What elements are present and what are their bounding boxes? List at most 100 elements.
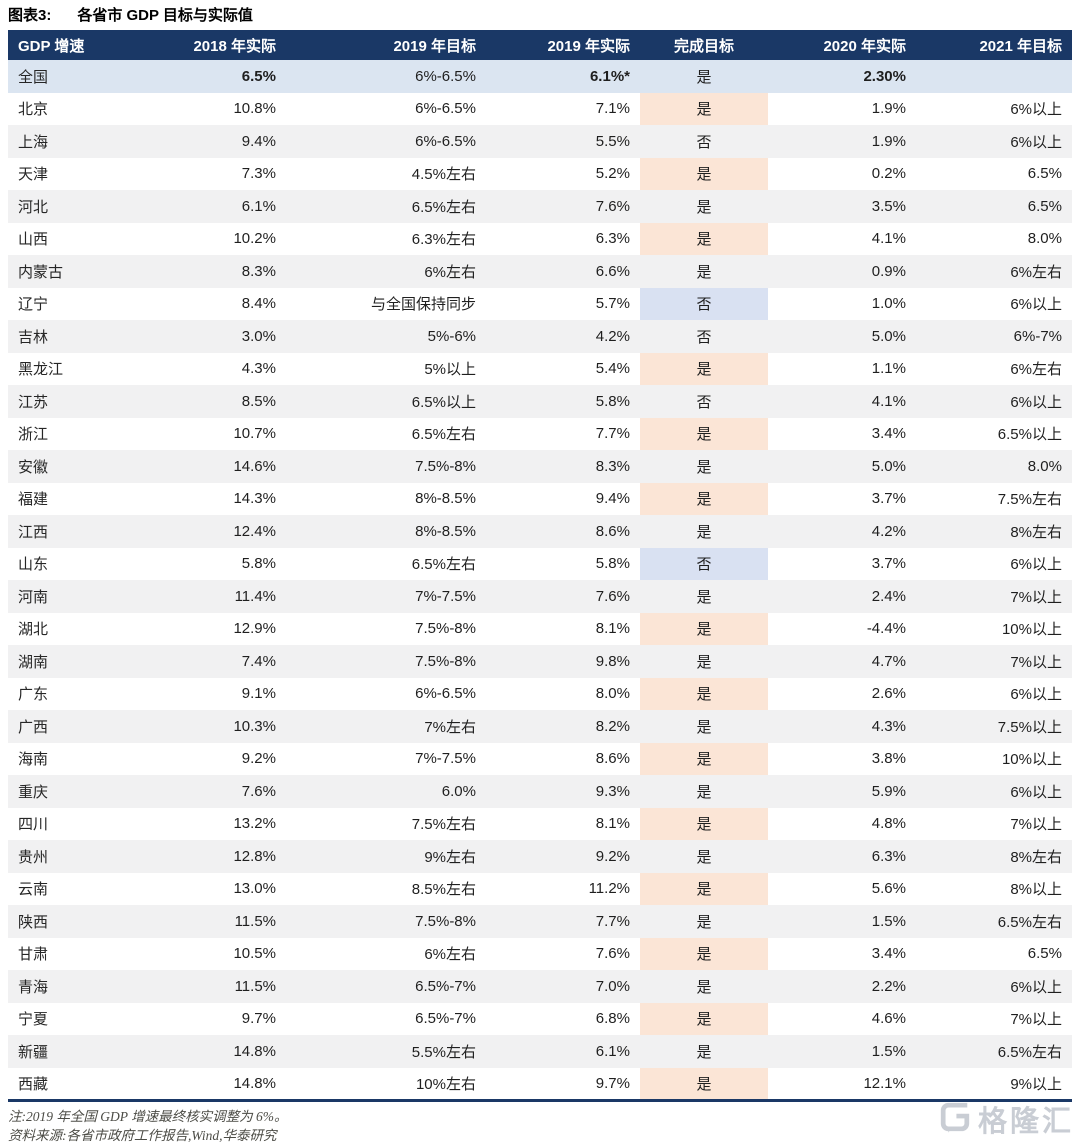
cell-name: 山东	[18, 556, 49, 574]
cell-v2019: 5.2%	[595, 165, 630, 183]
cell-v2019: 7.1%	[595, 100, 630, 118]
cell-v2019: 6.3%	[595, 230, 630, 248]
cell-v2020: 3.8%	[871, 750, 906, 768]
cell-v2020: 2.4%	[768, 580, 916, 613]
cell-t2021: 6%左右	[916, 255, 1072, 288]
cell-v2018: 13.0%	[233, 880, 276, 898]
cell-t2019: 6.0%	[286, 775, 486, 808]
table-row: 山西 10.2% 6.3%左右 6.3% 是 4.1% 8.0%	[8, 222, 1072, 255]
cell-t2021: 6%左右	[1010, 361, 1062, 379]
cell-t2019: 7.5%-8%	[286, 645, 486, 678]
cell-v2018: 8.4%	[241, 295, 276, 313]
cell-met: 是	[640, 352, 768, 385]
table-row: 安徽 14.6% 7.5%-8% 8.3% 是 5.0% 8.0%	[8, 450, 1072, 483]
cell-v2018: 9.7%	[241, 1010, 276, 1028]
cell-v2018: 10.3%	[138, 710, 286, 743]
cell-t2019: 6%-6.5%	[415, 685, 476, 703]
cell-met: 是	[640, 222, 768, 255]
table-body: 全国 6.5% 6%-6.5% 6.1%* 是 2.30% 北京 10.8% 6%-6.5% 7.…	[8, 60, 1072, 1100]
cell-met: 是	[640, 580, 768, 613]
cell-name: 湖南	[8, 645, 138, 678]
cell-name: 陕西	[8, 905, 138, 938]
table-row: 江西 12.4% 8%-8.5% 8.6% 是 4.2% 8%左右	[8, 515, 1072, 548]
table-row: 广西 10.3% 7%左右 8.2% 是 4.3% 7.5%以上	[8, 710, 1072, 743]
cell-met: 是	[640, 157, 768, 190]
cell-name: 北京	[18, 101, 49, 119]
cell-v2019: 9.4%	[595, 490, 630, 508]
cell-name: 福建	[18, 491, 49, 509]
cell-met: 是	[640, 742, 768, 775]
footnote-note: 注:2019 年全国 GDP 增速最终核实调整为 6%。	[8, 1108, 288, 1124]
cell-met: 是	[640, 937, 768, 970]
cell-v2020: 0.9%	[768, 255, 916, 288]
cell-t2021: 6.5%	[1027, 945, 1062, 963]
cell-met: 否	[640, 385, 768, 418]
cell-v2018: 12.9%	[233, 620, 276, 638]
col-header-target-met: 完成目标	[640, 30, 768, 60]
cell-name: 西藏	[18, 1075, 49, 1093]
cell-v2019: 7.7%	[595, 425, 630, 443]
table-row: 吉林 3.0% 5%-6% 4.2% 否 5.0% 6%-7%	[8, 320, 1072, 353]
cell-v2018: 7.4%	[138, 645, 286, 678]
table-row: 重庆 7.6% 6.0% 9.3% 是 5.9% 6%以上	[8, 775, 1072, 808]
cell-v2018: 10.2%	[233, 230, 276, 248]
cell-name: 广东	[18, 686, 49, 704]
table-row: 陕西 11.5% 7.5%-8% 7.7% 是 1.5% 6.5%左右	[8, 905, 1072, 938]
cell-v2018: 7.6%	[138, 775, 286, 808]
cell-v2019: 11.2%	[588, 880, 630, 898]
cell-t2019: 7.5%-8%	[286, 905, 486, 938]
cell-t2021: 6%以上	[916, 125, 1072, 158]
cell-v2020: 3.4%	[871, 945, 906, 963]
gelonghui-watermark: 格隆汇	[938, 1098, 1074, 1140]
cell-name: 吉林	[8, 320, 138, 353]
cell-t2019: 8.5%左右	[411, 881, 476, 899]
cell-t2019: 6%左右	[286, 255, 486, 288]
cell-v2020: 3.5%	[768, 190, 916, 223]
cell-name: 广西	[8, 710, 138, 743]
cell-v2020: 6.3%	[768, 840, 916, 873]
cell-met: 是	[640, 970, 768, 1003]
cell-t2021: 10%以上	[1001, 751, 1062, 769]
cell-v2019: 9.7%	[595, 1074, 630, 1092]
col-header-2021-target: 2021 年目标	[916, 30, 1072, 60]
cell-v2019: 7.6%	[486, 190, 640, 223]
cell-met: 是	[640, 482, 768, 515]
cell-met: 是	[640, 1067, 768, 1100]
cell-t2019: 与全国保持同步	[370, 296, 476, 314]
cell-name: 江苏	[8, 385, 138, 418]
cell-t2021: 7%以上	[916, 645, 1072, 678]
table-row: 辽宁 8.4% 与全国保持同步 5.7% 否 1.0% 6%以上	[8, 287, 1072, 320]
cell-t2019: 8%-8.5%	[415, 490, 476, 508]
cell-v2020: 1.9%	[871, 100, 906, 118]
cell-v2019: 5.8%	[486, 385, 640, 418]
col-header-2019-target: 2019 年目标	[286, 30, 486, 60]
cell-t2021: 8%以上	[1010, 881, 1062, 899]
cell-t2019: 6%-6.5%	[286, 60, 486, 93]
cell-t2021: 7%以上	[916, 580, 1072, 613]
cell-v2018: 9.4%	[138, 125, 286, 158]
cell-v2019: 9.8%	[486, 645, 640, 678]
footnote-source: 资料来源:各省市政府工作报告,Wind,华泰研究	[8, 1127, 277, 1143]
table-row: 河北 6.1% 6.5%左右 7.6% 是 3.5% 6.5%	[8, 190, 1072, 223]
cell-v2018: 8.3%	[138, 255, 286, 288]
cell-v2019: 8.6%	[595, 750, 630, 768]
cell-met: 是	[640, 92, 768, 125]
watermark-text: 格隆汇	[977, 1106, 1074, 1138]
cell-v2020: 4.7%	[768, 645, 916, 678]
cell-v2019: 8.3%	[486, 450, 640, 483]
cell-v2020: 1.5%	[768, 905, 916, 938]
cell-t2021: 7.5%左右	[997, 491, 1062, 509]
table-row: 广东 9.1% 6%-6.5% 8.0% 是 2.6% 6%以上	[8, 677, 1072, 710]
cell-met: 否	[640, 320, 768, 353]
cell-t2019: 6.5%左右	[411, 426, 476, 444]
cell-v2020: 5.0%	[768, 320, 916, 353]
cell-v2020: 0.2%	[871, 165, 906, 183]
cell-v2018: 11.5%	[138, 905, 286, 938]
col-header-2018-actual: 2018 年实际	[138, 30, 286, 60]
cell-t2019: 9%左右	[286, 840, 486, 873]
cell-v2019: 6.6%	[486, 255, 640, 288]
cell-name: 甘肃	[18, 946, 49, 964]
header-row: GDP 增速 2018 年实际 2019 年目标 2019 年实际 完成目标 2…	[8, 30, 1072, 60]
cell-met: 是	[640, 710, 768, 743]
cell-t2021: 6.5%	[1027, 165, 1062, 183]
